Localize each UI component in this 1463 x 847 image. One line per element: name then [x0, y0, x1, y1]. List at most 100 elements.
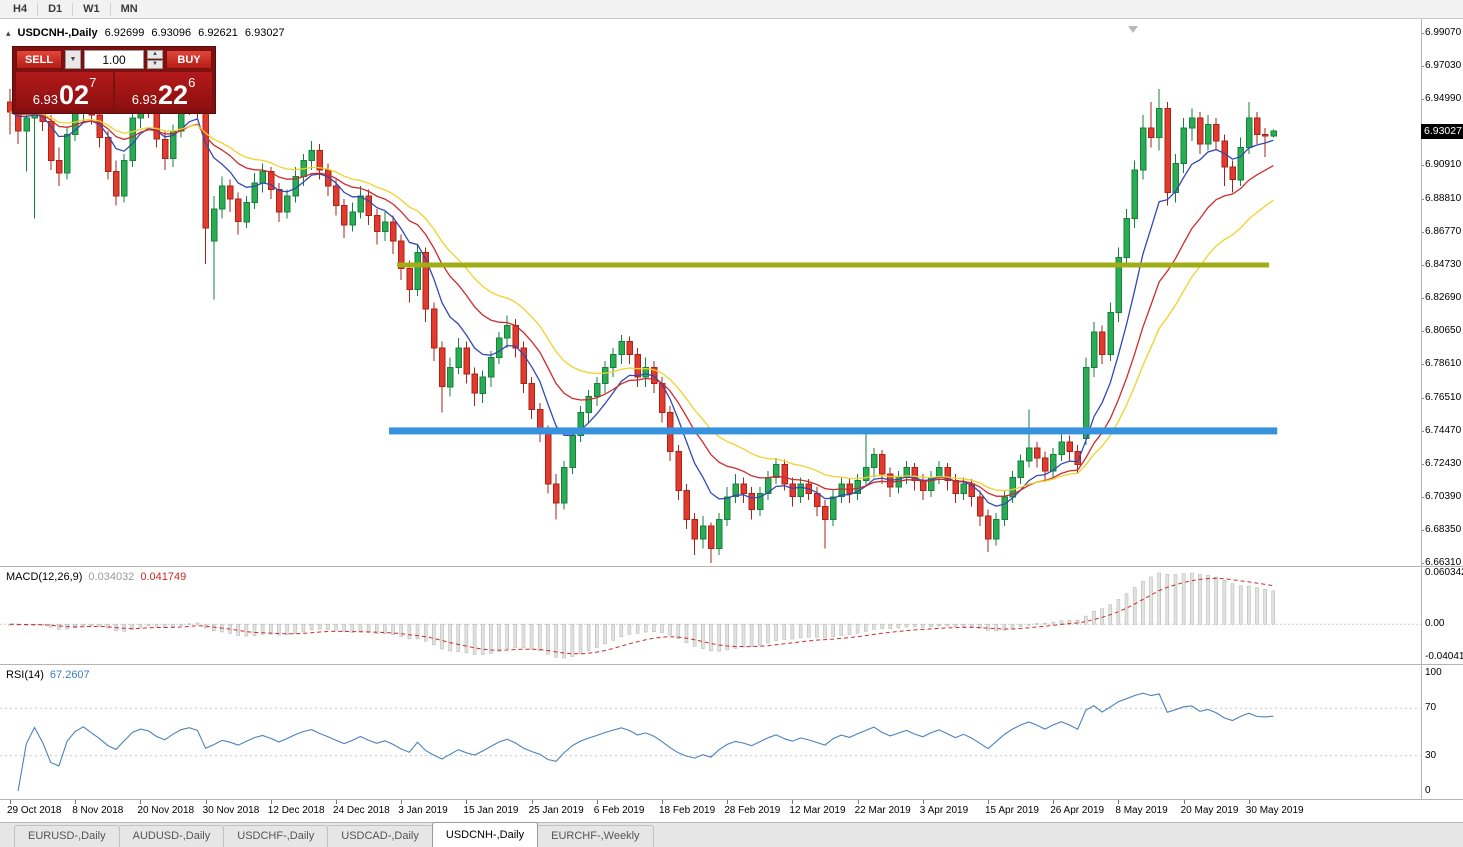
rsi-axis-label: 100	[1425, 667, 1442, 678]
price-axis[interactable]: 6.99070 6.97030 6.94990 6.90910 6.88810 6.867…	[1422, 19, 1463, 566]
timeframe-button-d1[interactable]: D1	[40, 1, 70, 18]
support-line[interactable]	[389, 427, 1278, 435]
axis-separator	[0, 799, 1463, 800]
price-tick-mark	[1422, 529, 1424, 531]
rsi-axis[interactable]: 100 70 30 0	[1422, 665, 1463, 799]
resistance-line[interactable]	[397, 262, 1270, 268]
date-tick	[270, 800, 272, 804]
date-label: 20 Nov 2018	[137, 805, 195, 816]
price-tick-mark	[1422, 363, 1424, 365]
date-tick	[988, 800, 989, 804]
date-tick	[75, 800, 77, 804]
toolbar-separator	[72, 2, 74, 16]
rsi-panel[interactable]	[0, 665, 1421, 799]
macd-main-value: 0.034032	[88, 571, 135, 583]
date-label: 25 Jan 2019	[528, 805, 584, 816]
price-tick-mark	[1422, 65, 1424, 67]
tab-eurusd-daily[interactable]: EURUSD-,Daily	[14, 825, 120, 847]
collapse-triangle-icon[interactable]: ▴	[6, 27, 11, 38]
date-axis[interactable]: 29 Oct 2018 8 Nov 2018 20 Nov 2018 30 Nov 2…	[0, 800, 1421, 821]
date-label: 30 Nov 2018	[202, 805, 260, 816]
date-tick	[922, 800, 924, 804]
rsi-axis-label: 30	[1425, 749, 1437, 761]
ohlc-low: 6.92621	[198, 27, 238, 39]
price-tick-label: 6.82690	[1425, 291, 1462, 303]
price-tick-mark	[1422, 397, 1424, 399]
price-tick-mark	[1422, 198, 1424, 200]
ma-line-slow	[9, 111, 1274, 492]
volume-dropdown-button[interactable]: ▼	[65, 50, 81, 69]
toolbar-separator	[109, 2, 111, 16]
price-tick-mark	[1422, 264, 1424, 266]
macd-label: MACD(12,26,9) 0.034032 0.041749	[6, 571, 186, 583]
date-tick	[336, 800, 337, 804]
price-tick-label: 6.84730	[1425, 258, 1462, 270]
date-label: 6 Feb 2019	[593, 805, 645, 816]
price-tick-label: 6.86770	[1425, 225, 1462, 237]
date-tick	[1053, 800, 1055, 804]
candlestick-plot[interactable]	[0, 19, 1421, 566]
chevron-down-icon: ▼	[69, 56, 77, 63]
buy-price-base: 6.93	[131, 92, 158, 107]
price-tick-mark	[1422, 463, 1424, 465]
volume-input[interactable]	[84, 50, 144, 69]
macd-axis[interactable]: 0.060342 0.00 -0.040417	[1422, 567, 1463, 664]
date-tick	[10, 800, 11, 804]
price-tick-label: 6.80650	[1425, 324, 1462, 336]
timeframe-button-w1[interactable]: W1	[75, 1, 108, 18]
date-tick	[531, 800, 533, 804]
tab-usdcad-daily[interactable]: USDCAD-,Daily	[327, 825, 433, 847]
date-tick	[857, 800, 859, 804]
rsi-label: RSI(14) 67.2607	[6, 669, 90, 681]
date-label: 8 May 2019	[1115, 805, 1168, 816]
spinner-down-icon[interactable]: ▼	[147, 60, 163, 69]
macd-axis-min: -0.040417	[1425, 651, 1463, 662]
chart-symbol-label: USDCNH-,Daily	[17, 27, 98, 39]
tab-usdcnh-daily[interactable]: USDCNH-,Daily	[431, 822, 539, 847]
price-tick-label: 6.70390	[1425, 490, 1462, 502]
rsi-value: 67.2607	[49, 669, 90, 681]
rsi-axis-label: 70	[1425, 702, 1437, 714]
price-tick-label: 6.72430	[1425, 457, 1462, 469]
panel-separator[interactable]	[0, 664, 1463, 665]
macd-signal-value: 0.041749	[140, 571, 187, 583]
date-label: 20 May 2019	[1180, 805, 1239, 816]
buy-button[interactable]: BUY	[166, 50, 212, 69]
buy-price-pips: 22	[158, 80, 189, 110]
date-tick	[727, 800, 729, 804]
tab-eurchf-weekly[interactable]: EURCHF-,Weekly	[537, 825, 654, 847]
rsi-axis-label: 0	[1425, 785, 1431, 796]
volume-spinner[interactable]: ▲ ▼	[147, 50, 163, 69]
date-label: 30 May 2019	[1245, 805, 1304, 816]
sell-button[interactable]: SELL	[16, 50, 62, 69]
macd-axis-max: 0.060342	[1425, 567, 1463, 578]
date-label: 18 Feb 2019	[659, 805, 716, 816]
price-tick-label: 6.78610	[1425, 357, 1462, 369]
sell-price-point: 7	[89, 75, 97, 90]
price-tick-label: 6.99070	[1425, 27, 1462, 38]
price-tick-mark	[1422, 231, 1424, 233]
date-tick	[401, 800, 403, 804]
tab-usdchf-daily[interactable]: USDCHF-,Daily	[223, 825, 329, 847]
macd-panel[interactable]	[0, 567, 1421, 664]
sell-price-panel[interactable]: 6.93 02 7	[16, 72, 113, 110]
spinner-up-icon[interactable]: ▲	[147, 50, 163, 59]
price-tick-label: 6.68350	[1425, 523, 1462, 535]
chart-window[interactable]: 6.99070 6.97030 6.94990 6.90910 6.88810 6.867…	[0, 19, 1463, 822]
timeframe-button-h4[interactable]: H4	[5, 1, 35, 18]
date-label: 15 Jan 2019	[463, 805, 519, 816]
timeframe-toolbar: H4 D1 W1 MN	[0, 0, 1463, 19]
buy-price-point: 6	[188, 75, 196, 90]
bottom-tabs: EURUSD-,Daily AUDUSD-,Daily USDCHF-,Daily U…	[0, 822, 1463, 847]
timeframe-button-mn: MN	[113, 1, 146, 18]
sell-price-base: 6.93	[32, 92, 59, 107]
date-label: 8 Nov 2018	[72, 805, 124, 816]
buy-price-panel[interactable]: 6.93 22 6	[115, 72, 212, 110]
price-tick-label: 6.90910	[1425, 158, 1462, 170]
date-label: 26 Apr 2019	[1050, 805, 1105, 816]
date-label: 3 Jan 2019	[398, 805, 448, 816]
price-tick-mark	[1422, 496, 1424, 498]
chart-shift-marker[interactable]	[1128, 26, 1138, 33]
tab-audusd-daily[interactable]: AUDUSD-,Daily	[118, 825, 225, 847]
panel-separator[interactable]	[0, 566, 1463, 567]
